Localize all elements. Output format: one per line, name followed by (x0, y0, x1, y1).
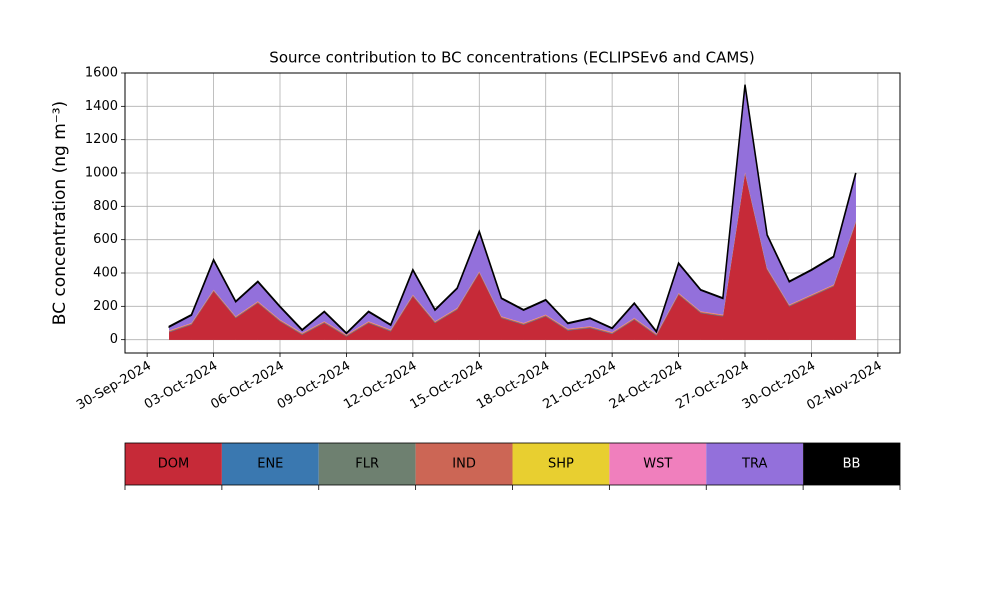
legend-swatch (125, 443, 222, 485)
x-tick-label: 18-Oct-2024 (474, 359, 552, 413)
y-axis-label: BC concentration (ng m⁻³) (50, 101, 70, 325)
legend-label: IND (452, 457, 476, 472)
area (168, 84, 857, 335)
legend-label: BB (843, 457, 861, 472)
legend-swatch (415, 443, 513, 485)
y-tick-label: 600 (93, 232, 118, 247)
legend-label: FLR (355, 457, 379, 472)
y-tick-label: 800 (93, 199, 118, 214)
y-tick-label: 1400 (85, 99, 118, 114)
y-tick-label: 1200 (85, 132, 118, 147)
x-tick-label: 02-Nov-2024 (804, 359, 884, 414)
y-tick-label: 1000 (85, 166, 118, 181)
legend-swatch (512, 443, 610, 485)
x-tick-label: 24-Oct-2024 (607, 359, 685, 413)
chart-title: Source contribution to BC concentrations… (269, 49, 754, 67)
legend-swatch (609, 443, 707, 485)
y-tick-label: 400 (93, 266, 118, 281)
plot-frame (124, 72, 901, 354)
legend-swatch (221, 443, 319, 485)
legend-swatch (803, 443, 900, 485)
legend-label: WST (643, 457, 672, 472)
x-tick-label: 06-Oct-2024 (208, 359, 286, 413)
x-tick-label: 27-Oct-2024 (673, 359, 751, 413)
legend-label: ENE (257, 457, 283, 472)
x-tick-label: 09-Oct-2024 (275, 359, 353, 413)
x-tick-label: 15-Oct-2024 (408, 359, 486, 413)
y-tick-label: 200 (93, 299, 118, 314)
x-tick-label: 21-Oct-2024 (541, 359, 619, 413)
legend-label: TRA (741, 457, 767, 472)
y-tick-label: 0 (110, 332, 118, 347)
x-tick-label: 03-Oct-2024 (142, 359, 220, 413)
legend-swatch (706, 443, 804, 485)
legend-label: DOM (158, 457, 189, 472)
legend-label: SHP (548, 457, 574, 472)
legend-frame (124, 442, 901, 486)
y-tick-label: 1600 (85, 66, 118, 81)
x-tick-label: 12-Oct-2024 (341, 359, 419, 413)
legend-swatch (318, 443, 416, 485)
x-tick-label: 30-Sep-2024 (74, 359, 154, 414)
